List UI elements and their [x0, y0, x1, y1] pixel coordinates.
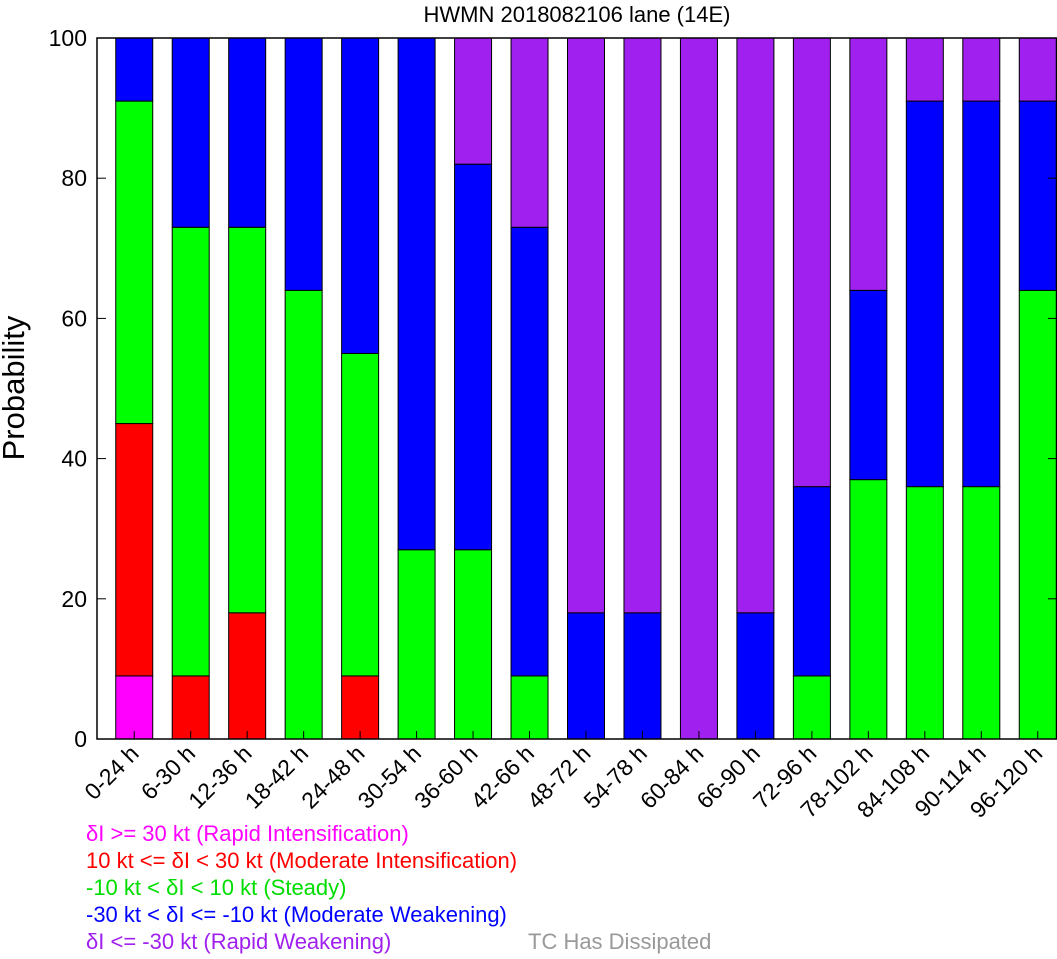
legend-entry-moderate-weakening: -30 kt < δI <= -10 kt (Moderate Weakenin… [86, 902, 507, 927]
bar-segment-16-series-3 [962, 486, 1001, 740]
plot-frame [96, 37, 1057, 740]
bar-segment-13-series-5 [792, 37, 831, 488]
bar-segment-4-series-4 [284, 37, 323, 291]
bar-segment-17-series-4 [1018, 100, 1057, 291]
bar-segment-2-series-3 [171, 226, 210, 677]
y-tick-label: 60 [61, 305, 87, 331]
bar-segment-16-series-4 [962, 100, 1001, 488]
legend-entry-dissipated: TC Has Dissipated [528, 929, 712, 954]
bar-segment-2-series-2 [171, 675, 210, 740]
bars-group [115, 37, 1057, 740]
bar-segment-1-series-3 [115, 100, 154, 425]
bar-segment-11-series-5 [679, 37, 718, 740]
x-tick-label: 0-24 h [79, 740, 144, 805]
bar-segment-17-series-5 [1018, 37, 1057, 102]
bar-segment-1-series-2 [115, 423, 154, 677]
bar-segment-8-series-3 [510, 675, 549, 740]
bar-segment-6-series-3 [397, 549, 436, 740]
y-tick-label: 100 [49, 25, 87, 51]
bar-segment-10-series-5 [623, 37, 662, 614]
bar-segment-8-series-5 [510, 37, 549, 228]
bar-segment-7-series-5 [454, 37, 493, 165]
bar-segment-16-series-5 [962, 37, 1001, 102]
bar-segment-5-series-4 [341, 37, 380, 354]
x-axis: 0-24 h6-30 h12-36 h18-42 h24-48 h30-54 h… [79, 731, 1047, 823]
bar-segment-2-series-4 [171, 37, 210, 228]
bar-segment-6-series-4 [397, 37, 436, 551]
bar-segment-13-series-4 [792, 486, 831, 677]
legend-entry-rapid-intensification: δI >= 30 kt (Rapid Intensification) [86, 821, 409, 846]
bar-segment-5-series-3 [341, 352, 380, 677]
bar-segment-15-series-3 [905, 486, 944, 740]
chart-title: HWMN 2018082106 lane (14E) [424, 2, 731, 27]
y-tick-label: 0 [74, 726, 87, 752]
legend-entry-moderate-intensification: 10 kt <= δI < 30 kt (Moderate Intensific… [86, 848, 518, 873]
bar-segment-9-series-4 [567, 612, 605, 740]
bar-segment-7-series-4 [454, 163, 493, 551]
y-tick-label: 40 [61, 446, 87, 472]
bar-segment-12-series-5 [736, 37, 775, 614]
bar-segment-3-series-4 [228, 37, 267, 228]
bar-segment-14-series-3 [849, 479, 888, 740]
y-tick-label: 20 [61, 586, 87, 612]
bar-segment-3-series-2 [228, 612, 267, 740]
bar-segment-14-series-5 [849, 37, 888, 291]
y-axis: 0 20 40 60 80 100 [49, 25, 1057, 752]
bar-segment-12-series-4 [736, 612, 775, 740]
bar-segment-4-series-3 [284, 289, 323, 740]
bar-segment-8-series-4 [510, 226, 549, 677]
legend: δI >= 30 kt (Rapid Intensification) 10 k… [86, 820, 517, 955]
bar-segment-1-series-1 [115, 675, 154, 740]
bar-segment-14-series-4 [849, 289, 888, 481]
bar-segment-5-series-2 [341, 675, 380, 740]
bar-segment-15-series-5 [905, 37, 944, 102]
bar-segment-17-series-3 [1018, 289, 1057, 740]
y-axis-label: Probability [0, 315, 31, 460]
bar-segment-7-series-3 [454, 549, 493, 740]
bar-segment-13-series-3 [792, 675, 831, 740]
bar-segment-1-series-4 [115, 37, 154, 102]
bar-segment-10-series-4 [623, 612, 662, 740]
legend-entry-rapid-weakening: δI <= -30 kt (Rapid Weakening) [86, 929, 392, 954]
y-tick-label: 80 [61, 165, 87, 191]
bar-segment-3-series-3 [228, 226, 267, 614]
bar-segment-9-series-5 [567, 37, 605, 614]
legend-entry-steady: -10 kt < δI < 10 kt (Steady) [86, 875, 347, 900]
bar-segment-15-series-4 [905, 100, 944, 488]
